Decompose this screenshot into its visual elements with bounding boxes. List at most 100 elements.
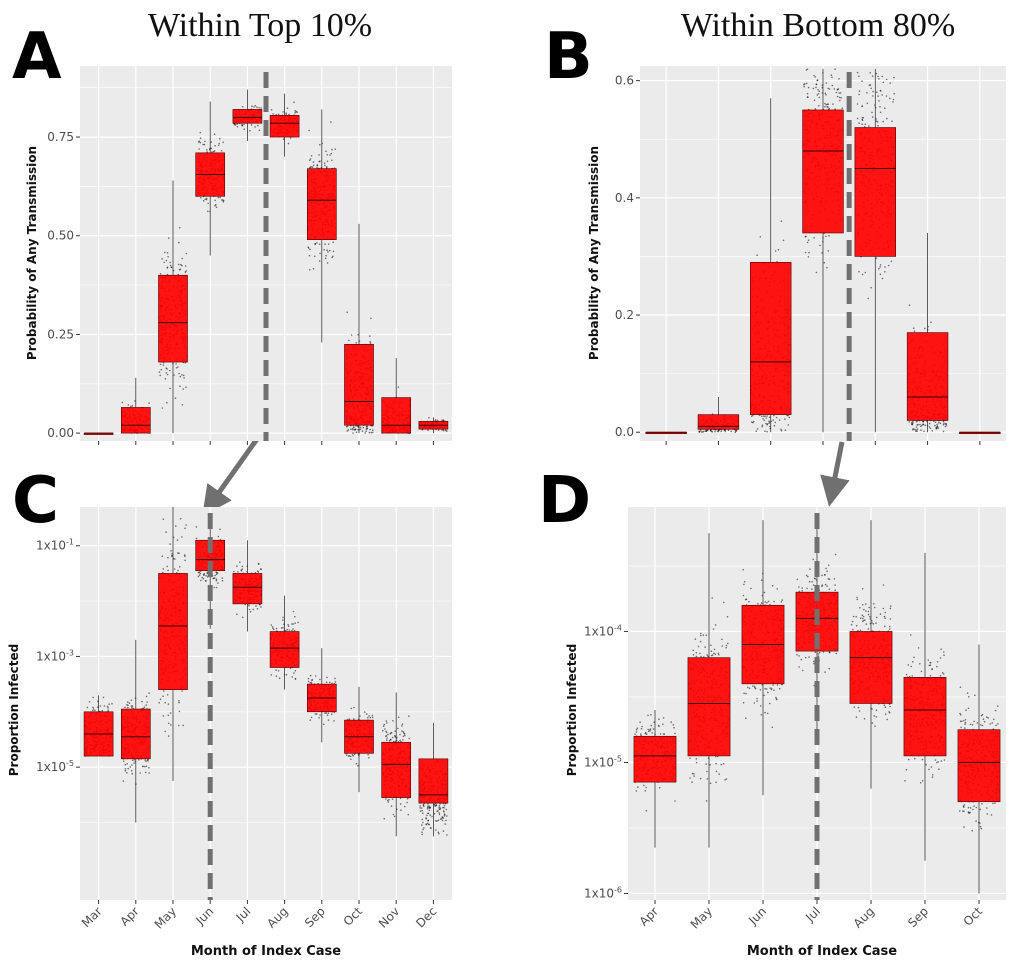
jitter-point [185, 524, 187, 526]
ytick-label: 0.00 [47, 426, 74, 440]
jitter-point [884, 271, 886, 273]
jitter-point [825, 235, 827, 238]
jitter-point [361, 430, 364, 432]
jitter-point [307, 680, 310, 683]
jitter-point [282, 619, 284, 621]
jitter-point [215, 571, 217, 573]
jitter-point [832, 103, 834, 105]
jitter-point [210, 147, 213, 150]
jitter-point [159, 374, 161, 377]
jitter-point [214, 574, 216, 577]
jitter-point [889, 82, 891, 84]
jitter-point [730, 430, 732, 433]
jitter-point [251, 105, 253, 107]
jitter-point [293, 672, 295, 674]
jitter-point [806, 241, 809, 244]
jitter-point [316, 166, 318, 169]
jitter-point [161, 555, 164, 557]
jitter-point [761, 424, 764, 427]
jitter-point [443, 419, 445, 422]
box-iqr [306, 168, 337, 240]
jitter-point [297, 621, 299, 624]
jitter-point [840, 97, 842, 99]
jitter-point [177, 552, 179, 554]
jitter-point [436, 419, 439, 422]
jitter-point [346, 311, 349, 314]
ylabel-d: Proportion Infected [565, 644, 579, 776]
jitter-point [182, 374, 185, 377]
jitter-point [369, 428, 372, 431]
jitter-point [240, 570, 243, 572]
jitter-point [204, 580, 207, 582]
jitter-point [863, 126, 866, 128]
jitter-point [127, 706, 129, 709]
jitter-point [370, 317, 372, 320]
jitter-point [286, 628, 289, 631]
box-jul [802, 68, 844, 433]
jitter-point [756, 254, 758, 256]
jitter-point [294, 678, 297, 680]
jitter-point [131, 772, 134, 775]
jitter-point [819, 244, 821, 247]
box-iqr [158, 274, 188, 363]
jitter-point [103, 705, 106, 707]
jitter-point [307, 677, 310, 680]
jitter-point [924, 327, 926, 330]
jitter-point [351, 427, 354, 430]
panel-b: 0.00.20.40.6 [615, 66, 1006, 445]
jitter-point [289, 137, 292, 139]
jitter-point [292, 628, 294, 630]
jitter-point [877, 75, 879, 78]
panel-letter-c: C [12, 464, 59, 538]
jitter-point [768, 422, 770, 425]
jitter-point [916, 424, 918, 426]
jitter-point [326, 262, 329, 264]
jitter-point [827, 106, 829, 108]
title-right: Within Bottom 80% [681, 7, 955, 44]
jitter-point [784, 429, 787, 432]
box-may [158, 180, 188, 434]
jitter-point [291, 676, 294, 678]
xlabel-c: Month of Index Case [191, 944, 341, 959]
jitter-point [204, 198, 206, 201]
jitter-point [878, 267, 880, 270]
jitter-point [861, 273, 864, 276]
jitter-point [215, 573, 218, 576]
jitter-point [278, 677, 281, 679]
jitter-point [175, 367, 178, 369]
box-iqr [802, 109, 844, 234]
jitter-point [309, 167, 311, 169]
jitter-point [275, 627, 278, 630]
jitter-point [815, 271, 818, 274]
jitter-point [868, 125, 870, 127]
jitter-point [827, 103, 829, 105]
jitter-point [293, 101, 295, 103]
jitter-point [145, 760, 147, 762]
jitter-point [92, 708, 95, 710]
jitter-point [310, 155, 313, 157]
box-apr [645, 431, 687, 435]
jitter-point [882, 120, 884, 123]
jitter-point [885, 78, 888, 81]
jitter-point [875, 72, 878, 75]
jitter-point [319, 143, 321, 146]
jitter-point [814, 76, 816, 78]
jitter-point [282, 111, 284, 113]
jitter-point [178, 552, 180, 554]
jitter-point [928, 422, 931, 425]
box-may [697, 397, 740, 433]
jitter-point [162, 518, 165, 520]
jitter-point [936, 423, 938, 426]
jitter-point [372, 429, 374, 432]
ylabel-a: Probability of Any Transmission [25, 146, 39, 360]
jitter-point [825, 82, 828, 84]
xtick-label: Apr [117, 904, 142, 929]
jitter-point [818, 90, 821, 93]
panel-a: 0.000.250.500.75 [47, 66, 452, 445]
jitter-point [944, 425, 947, 428]
jitter-point [257, 571, 260, 573]
jitter-point [166, 252, 169, 254]
jitter-point [277, 670, 280, 672]
jitter-point [397, 386, 400, 388]
jitter-point [357, 428, 359, 431]
